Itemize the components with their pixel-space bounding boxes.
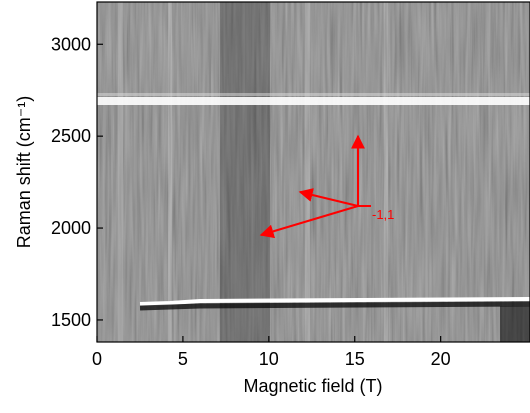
y-axis-label: Raman shift (cm⁻¹) <box>14 96 34 249</box>
y-tick-label: 1500 <box>51 310 91 330</box>
x-axis-label: Magnetic field (T) <box>243 376 382 396</box>
y-tick-label: 2500 <box>51 126 91 146</box>
annotation-arrows <box>259 134 371 239</box>
x-tick-label: 10 <box>259 349 279 369</box>
x-tick-label: 15 <box>345 349 365 369</box>
plot-frame <box>96 1 530 343</box>
x-tick-label: 5 <box>178 349 188 369</box>
heatmap-image <box>97 2 530 342</box>
x-tick-label: 20 <box>431 349 451 369</box>
annotation: -1,1 <box>372 207 394 222</box>
y-tick-label: 3000 <box>51 34 91 54</box>
y-tick-label: 2000 <box>51 218 91 238</box>
x-tick-label: 0 <box>92 349 102 369</box>
